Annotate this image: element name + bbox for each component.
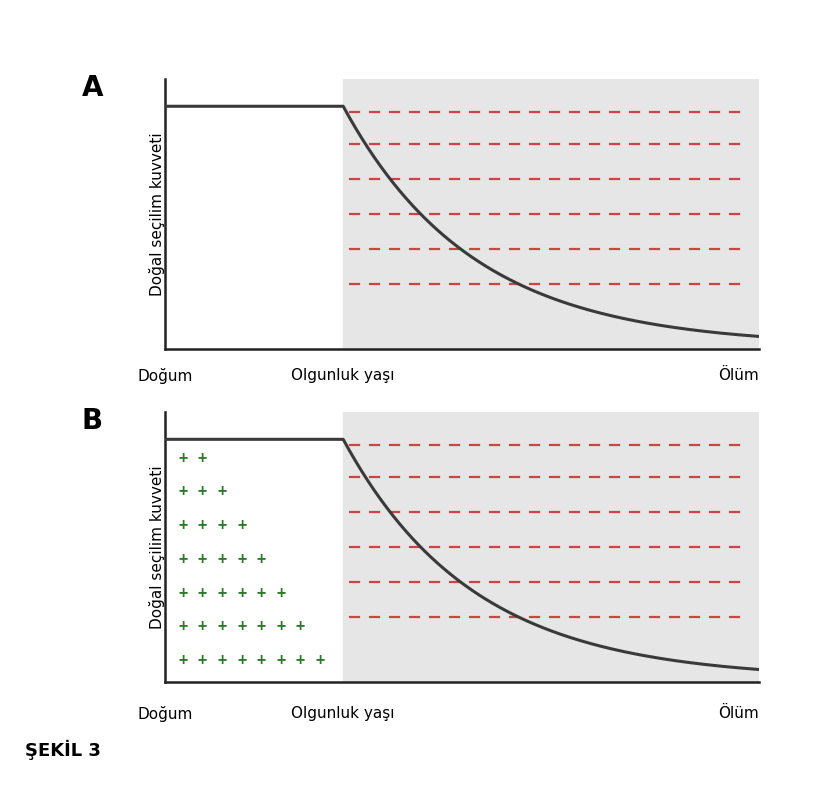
Text: +: + — [178, 485, 187, 500]
Text: +: + — [218, 653, 227, 668]
Text: Doğum: Doğum — [137, 707, 193, 722]
Text: +: + — [237, 619, 246, 634]
Text: +: + — [276, 585, 285, 600]
Text: +: + — [198, 518, 207, 533]
Text: +: + — [178, 552, 187, 567]
Y-axis label: Doğal seçilim kuvveti: Doğal seçilim kuvveti — [148, 132, 165, 296]
Text: +: + — [257, 619, 266, 634]
Text: +: + — [218, 552, 227, 567]
Text: B: B — [82, 407, 103, 435]
Text: +: + — [218, 585, 227, 600]
Text: +: + — [237, 518, 246, 533]
Text: +: + — [276, 619, 285, 634]
Text: +: + — [257, 552, 266, 567]
Text: Olgunluk yaşı: Olgunluk yaşı — [291, 707, 395, 722]
Bar — [343, 79, 759, 349]
Text: Olgunluk yaşı: Olgunluk yaşı — [291, 368, 395, 383]
Text: +: + — [257, 653, 266, 668]
Text: +: + — [257, 585, 266, 600]
Text: Ölüm: Ölüm — [719, 707, 759, 722]
Text: +: + — [198, 552, 207, 567]
Text: ŞEKİL 3: ŞEKİL 3 — [25, 739, 101, 760]
Text: +: + — [296, 619, 305, 634]
Y-axis label: Doğal seçilim kuvveti: Doğal seçilim kuvveti — [148, 465, 165, 629]
Text: +: + — [178, 619, 187, 634]
Text: +: + — [198, 585, 207, 600]
Text: +: + — [198, 619, 207, 634]
Text: +: + — [276, 653, 285, 668]
Text: +: + — [198, 653, 207, 668]
Text: +: + — [178, 653, 187, 668]
Text: +: + — [218, 518, 227, 533]
Text: +: + — [237, 653, 246, 668]
Text: +: + — [315, 653, 324, 668]
Text: +: + — [178, 518, 187, 533]
Text: +: + — [198, 450, 207, 465]
Text: +: + — [218, 619, 227, 634]
Text: +: + — [296, 653, 305, 668]
Text: A: A — [82, 74, 103, 102]
Text: +: + — [198, 485, 207, 500]
Bar — [343, 412, 759, 682]
Text: Ölüm: Ölüm — [719, 368, 759, 383]
Text: +: + — [178, 450, 187, 465]
Text: +: + — [178, 585, 187, 600]
Text: +: + — [237, 552, 246, 567]
Text: +: + — [237, 585, 246, 600]
Text: Doğum: Doğum — [137, 368, 193, 384]
Text: +: + — [218, 485, 227, 500]
